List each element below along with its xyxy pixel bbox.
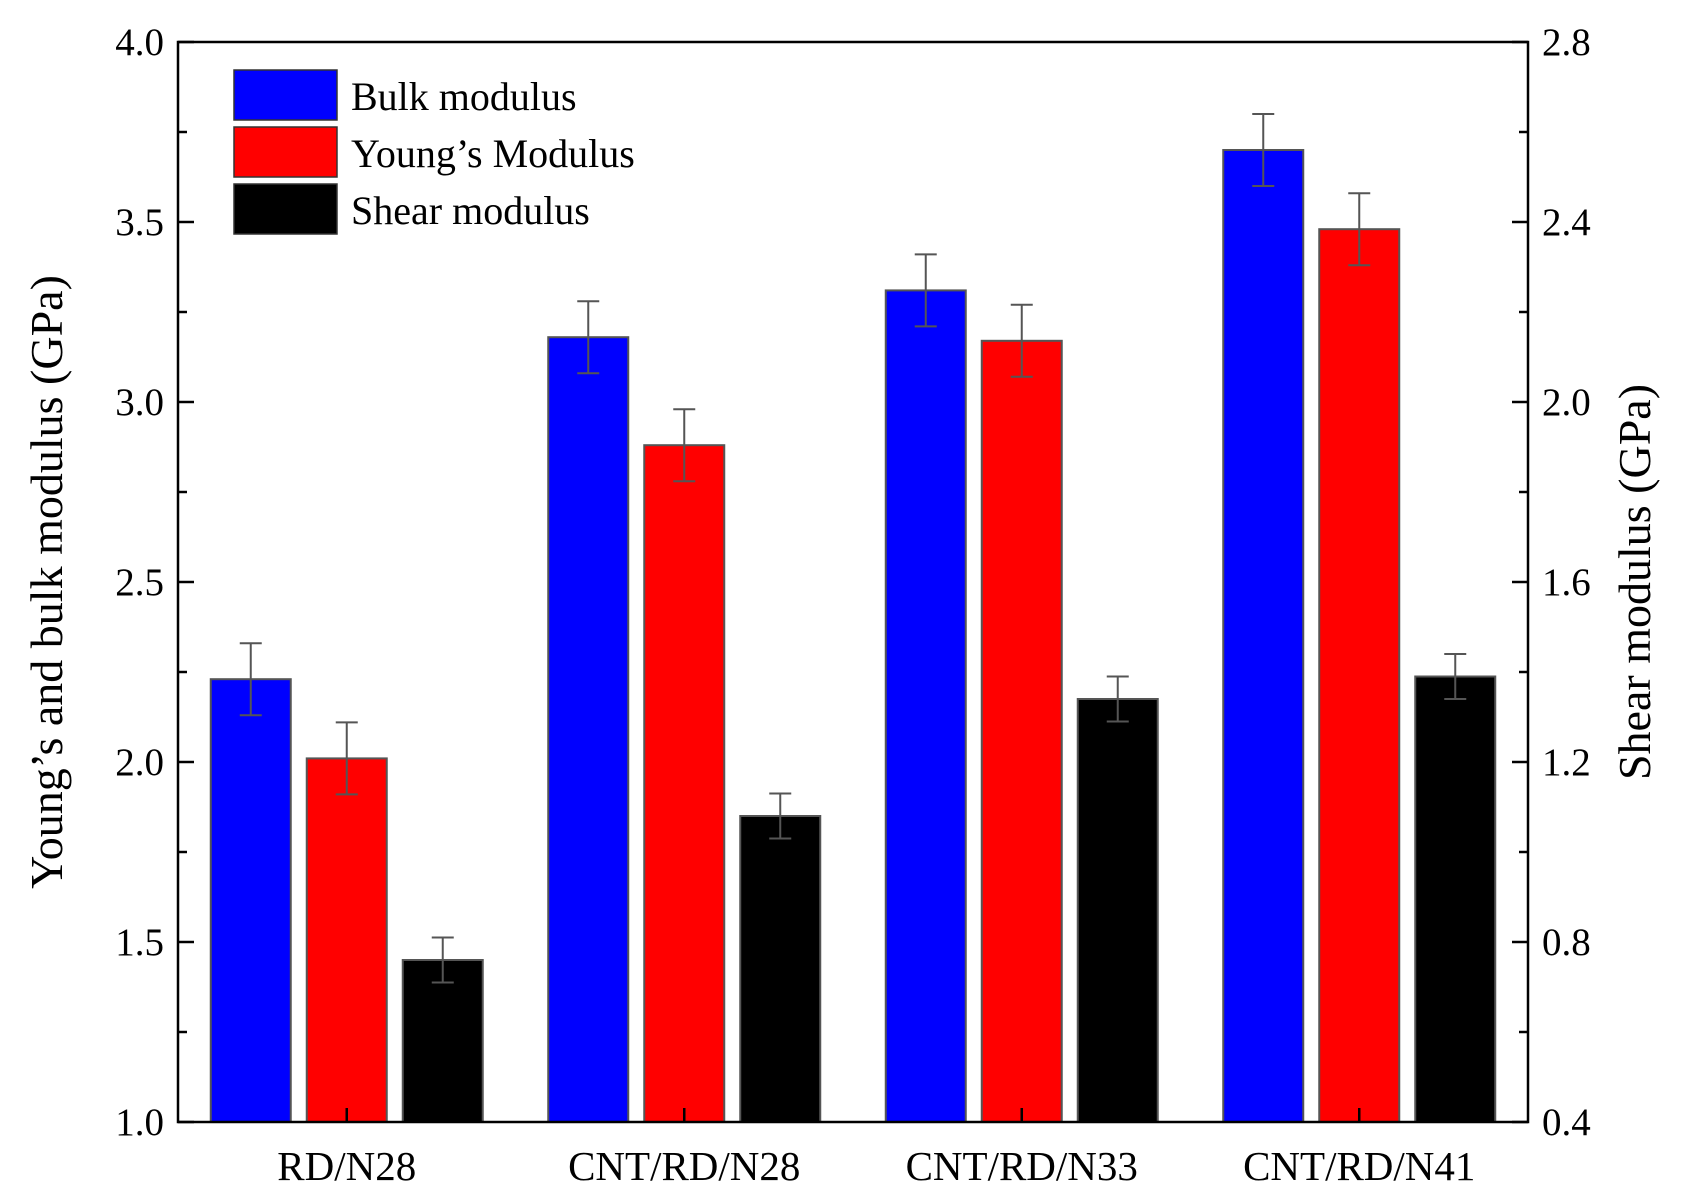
bar-shear-modulus-rd-n28 [401, 959, 484, 1123]
right-axis-ticks: 0.4 0.8 1.2 1.6 2.0 2.4 2.8 [1512, 21, 1591, 1144]
y2-tick-label: 0.8 [1542, 921, 1591, 964]
error-bar-shear-modulus-cnt-rd-n33 [1106, 675, 1129, 723]
y-tick-label: 2.5 [115, 561, 164, 604]
category-label: CNT/RD/N41 [1243, 1143, 1475, 1189]
bar-young-s-modulus-cnt-rd-n41 [1318, 228, 1401, 1123]
category-labels: RD/N28 CNT/RD/N28 CNT/RD/N33 CNT/RD/N41 [277, 1108, 1475, 1189]
y-tick-label: 3.0 [115, 381, 164, 424]
category-label: RD/N28 [277, 1143, 416, 1189]
category-label: CNT/RD/N33 [906, 1143, 1138, 1189]
error-bars-layer [239, 113, 1467, 984]
error-bar-bulk-modulus-cnt-rd-n41 [1252, 113, 1275, 187]
bar-bulk-modulus-cnt-rd-n28 [547, 336, 630, 1123]
y2-axis-title: Shear modulus (GPa) [1609, 384, 1660, 780]
legend-label-shear: Shear modulus [351, 188, 590, 233]
y-axis-title: Young’s and bulk modulus (GPa) [21, 275, 72, 889]
error-bar-young-s-modulus-cnt-rd-n28 [673, 408, 696, 483]
y-tick-label: 3.5 [115, 201, 164, 244]
legend-label-bulk: Bulk modulus [351, 74, 577, 119]
legend-swatch-young [233, 126, 338, 178]
y2-tick-label: 2.0 [1542, 381, 1591, 424]
bar-shear-modulus-cnt-rd-n28 [739, 815, 822, 1123]
error-bar-young-s-modulus-rd-n28 [335, 721, 358, 796]
legend-label-young: Young’s Modulus [351, 131, 635, 176]
bar-young-s-modulus-cnt-rd-n28 [643, 444, 726, 1123]
bar-young-s-modulus-rd-n28 [305, 757, 388, 1124]
error-bar-bulk-modulus-cnt-rd-n28 [577, 300, 600, 375]
bar-bulk-modulus-cnt-rd-n41 [1222, 149, 1305, 1123]
error-bar-shear-modulus-cnt-rd-n28 [769, 792, 792, 840]
bar-young-s-modulus-cnt-rd-n33 [980, 339, 1063, 1123]
bar-bulk-modulus-rd-n28 [209, 678, 292, 1123]
bars-layer [209, 149, 1497, 1124]
bar-shear-modulus-cnt-rd-n41 [1414, 675, 1497, 1123]
y-tick-label: 2.0 [115, 741, 164, 784]
y2-tick-label: 2.4 [1542, 201, 1591, 244]
error-bar-bulk-modulus-cnt-rd-n33 [914, 253, 937, 328]
error-bar-young-s-modulus-cnt-rd-n33 [1010, 303, 1033, 378]
left-axis-ticks: 1.0 1.5 2.0 2.5 3.0 3.5 4.0 [115, 21, 194, 1144]
bar-shear-modulus-cnt-rd-n33 [1076, 698, 1159, 1123]
y2-tick-label: 1.2 [1542, 741, 1591, 784]
legend-swatch-bulk [233, 69, 338, 121]
y-tick-label: 1.0 [115, 1101, 164, 1144]
category-label: CNT/RD/N28 [568, 1143, 800, 1189]
y2-tick-label: 0.4 [1542, 1101, 1591, 1144]
y-tick-label: 4.0 [115, 21, 164, 64]
error-bar-shear-modulus-cnt-rd-n41 [1444, 653, 1467, 700]
bar-bulk-modulus-cnt-rd-n33 [884, 289, 967, 1123]
legend-swatch-shear [233, 183, 338, 235]
legend: Bulk modulus Young’s Modulus Shear modul… [233, 69, 635, 235]
error-bar-young-s-modulus-cnt-rd-n41 [1348, 192, 1371, 267]
error-bar-shear-modulus-rd-n28 [431, 936, 454, 984]
y-tick-label: 1.5 [115, 921, 164, 964]
y2-tick-label: 1.6 [1542, 561, 1591, 604]
error-bar-bulk-modulus-rd-n28 [239, 642, 262, 717]
y2-tick-label: 2.8 [1542, 21, 1591, 64]
